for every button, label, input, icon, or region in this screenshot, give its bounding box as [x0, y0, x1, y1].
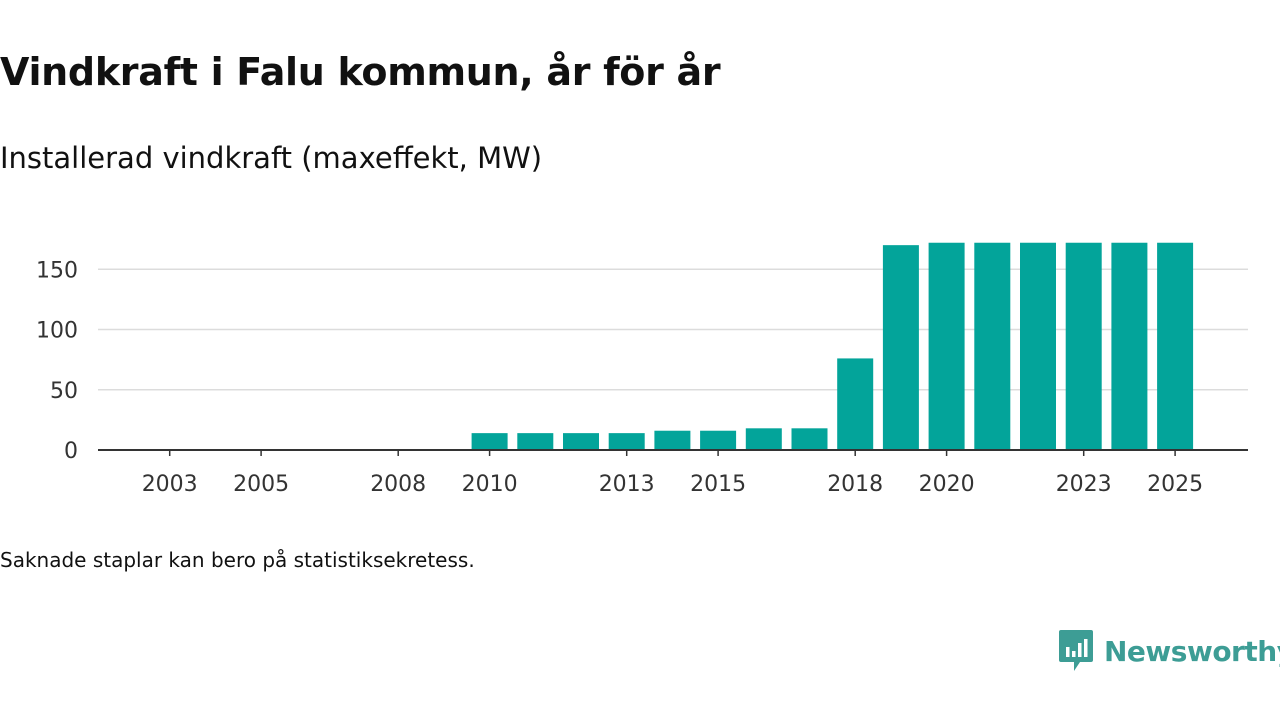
- bar-2013[interactable]: [608, 433, 645, 450]
- x-tick-label-2015: 2015: [690, 472, 746, 497]
- bar-2020[interactable]: [928, 242, 965, 450]
- bar-2019[interactable]: [882, 245, 919, 450]
- bar-2016[interactable]: [745, 428, 782, 450]
- bar-2021[interactable]: [974, 242, 1011, 450]
- bar-2025[interactable]: [1157, 242, 1194, 450]
- x-tick-label-2025: 2025: [1147, 472, 1203, 497]
- x-tick-label-2013: 2013: [599, 472, 655, 497]
- bar-2012[interactable]: [563, 433, 599, 450]
- x-tick-label-2008: 2008: [370, 472, 426, 497]
- bar-2018[interactable]: [837, 358, 874, 450]
- x-tick-label-2003: 2003: [142, 472, 198, 497]
- x-tick-label-2005: 2005: [233, 472, 289, 497]
- bar-2017[interactable]: [791, 428, 828, 450]
- bar-2023[interactable]: [1065, 242, 1102, 450]
- y-tick-labels: 0 50 100 150: [36, 258, 78, 464]
- newsworthy-logo[interactable]: Newsworthy: [1058, 628, 1280, 674]
- x-tick-label-2023: 2023: [1056, 472, 1112, 497]
- gridlines: [98, 268, 1248, 391]
- chart-title: Vindkraft i Falu kommun, år för år: [0, 50, 721, 94]
- y-tick-label-100: 100: [36, 319, 78, 344]
- x-tick-labels: 2003 2005 2008 2010 2013 2015 2018 2020 2023 2025: [142, 472, 1203, 497]
- footnote: Saknade staplar kan bero på statistiksek…: [0, 548, 475, 572]
- bar-2011[interactable]: [517, 433, 554, 450]
- newsworthy-logo-text: Newsworthy: [1104, 634, 1280, 668]
- bar-2014[interactable]: [654, 430, 691, 450]
- bar-2022[interactable]: [1020, 242, 1056, 450]
- y-tick-label-150: 150: [36, 258, 78, 283]
- chart-subtitle: Installerad vindkraft (maxeffekt, MW): [0, 141, 543, 175]
- y-tick-label-50: 50: [50, 379, 78, 404]
- bar-2024[interactable]: [1111, 242, 1148, 450]
- bars: [471, 242, 1194, 450]
- bar-2010[interactable]: [471, 433, 508, 450]
- x-tick-label-2020: 2020: [919, 472, 975, 497]
- newsworthy-logo-icon: [1059, 630, 1093, 671]
- y-tick-label-0: 0: [64, 439, 78, 464]
- x-tick-label-2010: 2010: [462, 472, 518, 497]
- x-axis: [98, 449, 1248, 456]
- x-tick-label-2018: 2018: [827, 472, 883, 497]
- bar-2015[interactable]: [700, 430, 737, 450]
